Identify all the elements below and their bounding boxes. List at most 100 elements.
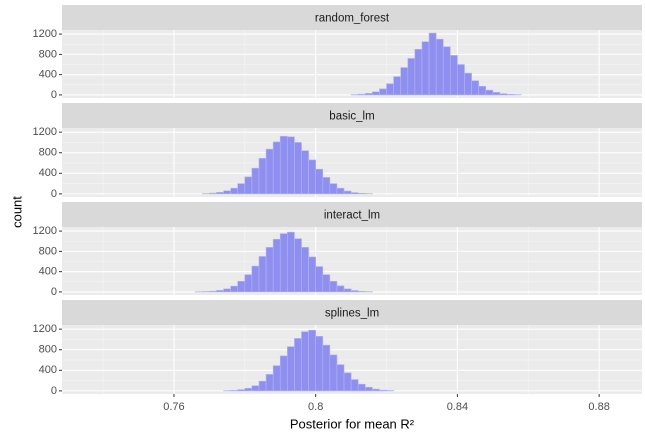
bar	[216, 192, 224, 195]
bar	[315, 336, 324, 392]
bar	[464, 72, 472, 96]
bar	[265, 374, 274, 392]
bar	[450, 55, 458, 96]
bar	[308, 256, 316, 293]
bar	[400, 67, 409, 96]
bar	[435, 38, 444, 96]
y-tick-label: 1200	[33, 225, 57, 237]
bar	[414, 49, 423, 96]
y-tick-label: 800	[39, 48, 57, 60]
bar	[386, 83, 394, 96]
strip-label: interact_lm	[324, 210, 380, 222]
bar	[272, 141, 281, 195]
bar	[343, 190, 352, 195]
bar	[322, 344, 331, 392]
bar	[251, 385, 260, 392]
bar	[364, 93, 373, 96]
bar	[287, 136, 295, 195]
bar	[223, 190, 231, 195]
x-tick-label: 0.8	[308, 401, 323, 413]
bar	[258, 380, 267, 392]
bar	[350, 379, 359, 392]
bar	[329, 183, 338, 195]
bar	[301, 247, 309, 293]
y-tick-label: 0	[51, 286, 57, 298]
bar	[308, 159, 316, 195]
panel	[62, 128, 642, 197]
bar	[336, 285, 345, 293]
bar	[499, 93, 508, 96]
bar	[294, 142, 302, 195]
bar	[209, 290, 217, 293]
y-tick-label: 800	[39, 245, 57, 257]
bar	[258, 158, 267, 195]
bar	[357, 291, 366, 293]
bar	[421, 41, 430, 96]
strip-label: basic_lm	[329, 111, 374, 123]
strip-label: random_forest	[315, 13, 390, 25]
bar	[237, 280, 246, 293]
bar	[428, 32, 437, 96]
bar	[230, 187, 239, 195]
bar	[244, 387, 253, 392]
bar	[265, 247, 274, 293]
y-tick-label: 0	[51, 89, 57, 101]
bar	[315, 266, 324, 293]
y-tick-label: 0	[51, 188, 57, 200]
y-tick-label: 400	[39, 266, 57, 278]
bar	[457, 64, 465, 96]
bar	[294, 338, 302, 392]
bar	[329, 280, 338, 293]
bar	[272, 238, 281, 293]
y-tick-label: 400	[39, 167, 57, 179]
y-tick-label: 1200	[33, 323, 57, 335]
bar	[492, 92, 501, 96]
bar	[357, 193, 366, 195]
bar	[230, 285, 239, 293]
bar	[350, 192, 359, 195]
strip	[62, 300, 642, 325]
bar	[343, 288, 352, 293]
y-axis-title: count	[9, 196, 24, 228]
bar	[372, 388, 380, 392]
bar	[258, 256, 267, 293]
bar	[322, 177, 331, 195]
bar	[485, 89, 494, 96]
y-tick-label: 400	[39, 69, 57, 81]
bar	[237, 183, 246, 195]
bar	[223, 288, 231, 293]
bar	[442, 46, 451, 96]
bar	[336, 187, 345, 195]
bar	[350, 290, 359, 293]
bar	[244, 274, 253, 293]
bar	[322, 274, 331, 293]
strip	[62, 103, 642, 128]
bar	[251, 265, 260, 293]
bar	[379, 389, 387, 392]
bar	[407, 58, 416, 96]
bar	[216, 290, 224, 293]
bar	[471, 80, 479, 96]
bar	[364, 386, 373, 392]
strip-label: splines_lm	[325, 308, 379, 320]
bar	[301, 331, 309, 392]
bar	[265, 148, 274, 195]
bar	[329, 354, 338, 392]
bar	[287, 346, 295, 392]
bar	[244, 176, 253, 195]
bar	[237, 389, 246, 392]
bar	[478, 85, 487, 96]
bar	[294, 238, 302, 293]
bar	[308, 329, 316, 392]
bar	[279, 355, 288, 392]
bar	[230, 390, 239, 392]
bar	[315, 168, 324, 195]
y-tick-label: 0	[51, 385, 57, 397]
bar	[251, 167, 260, 195]
y-tick-label: 800	[39, 344, 57, 356]
x-tick-label: 0.76	[163, 401, 184, 413]
bar	[372, 91, 380, 96]
bar	[393, 76, 402, 96]
bar	[279, 135, 288, 195]
